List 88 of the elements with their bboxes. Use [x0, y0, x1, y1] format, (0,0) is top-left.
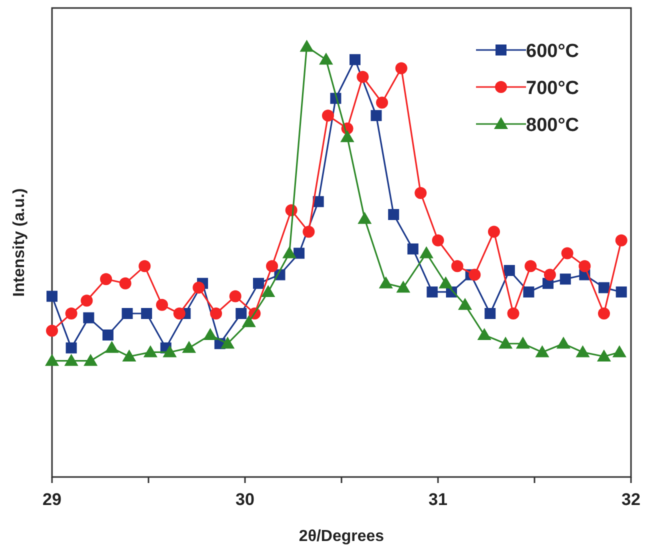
point: [451, 260, 464, 272]
point: [458, 298, 472, 310]
point: [598, 307, 610, 320]
point: [242, 315, 256, 328]
point: [80, 294, 93, 307]
point: [64, 354, 78, 366]
point: [156, 298, 168, 311]
legend-label: 600°C: [526, 41, 580, 62]
point: [561, 247, 574, 260]
point: [516, 336, 530, 349]
point: [560, 274, 571, 285]
point: [122, 350, 136, 362]
point: [468, 268, 481, 281]
point: [45, 354, 59, 366]
x-tick-label: 30: [236, 490, 254, 509]
point: [356, 70, 369, 83]
point: [220, 336, 235, 349]
point: [504, 264, 515, 276]
point: [122, 308, 133, 319]
point: [378, 276, 393, 288]
point: [46, 324, 58, 337]
point: [419, 246, 434, 258]
point: [119, 277, 132, 290]
point: [319, 52, 334, 65]
point: [350, 54, 361, 66]
legend-label: 800°C: [526, 115, 580, 136]
point: [203, 328, 218, 340]
point: [66, 342, 77, 354]
point: [615, 234, 628, 246]
point: [138, 260, 151, 272]
point: [46, 290, 58, 302]
point: [294, 248, 305, 259]
point: [612, 345, 626, 358]
point: [104, 340, 119, 353]
point: [300, 40, 314, 52]
point: [143, 345, 158, 358]
point: [266, 260, 278, 272]
point: [261, 284, 276, 297]
point: [426, 286, 438, 298]
point: [414, 187, 427, 200]
point: [182, 340, 196, 353]
point: [322, 110, 334, 122]
point: [395, 62, 408, 74]
point: [229, 290, 242, 302]
legend-label: 700°C: [526, 78, 580, 99]
point: [282, 246, 296, 258]
point: [578, 260, 591, 272]
point: [302, 226, 315, 238]
point: [598, 282, 610, 294]
point: [407, 243, 418, 254]
point: [535, 345, 550, 358]
point: [100, 273, 112, 286]
point: [141, 308, 152, 319]
point: [253, 278, 264, 289]
point: [477, 328, 492, 340]
point: [498, 336, 513, 349]
point: [432, 234, 444, 246]
point: [192, 282, 205, 294]
point: [236, 308, 247, 319]
x-axis-title: 2θ/Degrees: [298, 528, 384, 545]
point: [576, 345, 590, 358]
point: [596, 350, 611, 362]
point: [488, 226, 500, 238]
point: [210, 307, 222, 320]
point: [84, 354, 98, 366]
point: [396, 280, 410, 293]
point: [556, 336, 570, 349]
x-tick-label: 29: [42, 490, 62, 509]
point: [438, 276, 453, 288]
x-tick-label: 32: [622, 490, 640, 509]
point: [340, 130, 354, 142]
point: [484, 308, 496, 319]
point: [358, 212, 372, 224]
point: [162, 345, 177, 358]
point: [65, 307, 78, 320]
point: [376, 96, 388, 109]
point: [544, 268, 556, 281]
point: [370, 110, 382, 122]
point: [102, 330, 114, 341]
point: [616, 286, 627, 298]
point: [524, 260, 537, 272]
y-axis-title: Intensity (a.u.): [11, 188, 28, 297]
point: [507, 307, 520, 320]
point: [173, 307, 186, 320]
point: [83, 312, 94, 324]
x-tick-label: 31: [428, 490, 448, 509]
point: [523, 286, 534, 298]
point: [388, 209, 400, 220]
